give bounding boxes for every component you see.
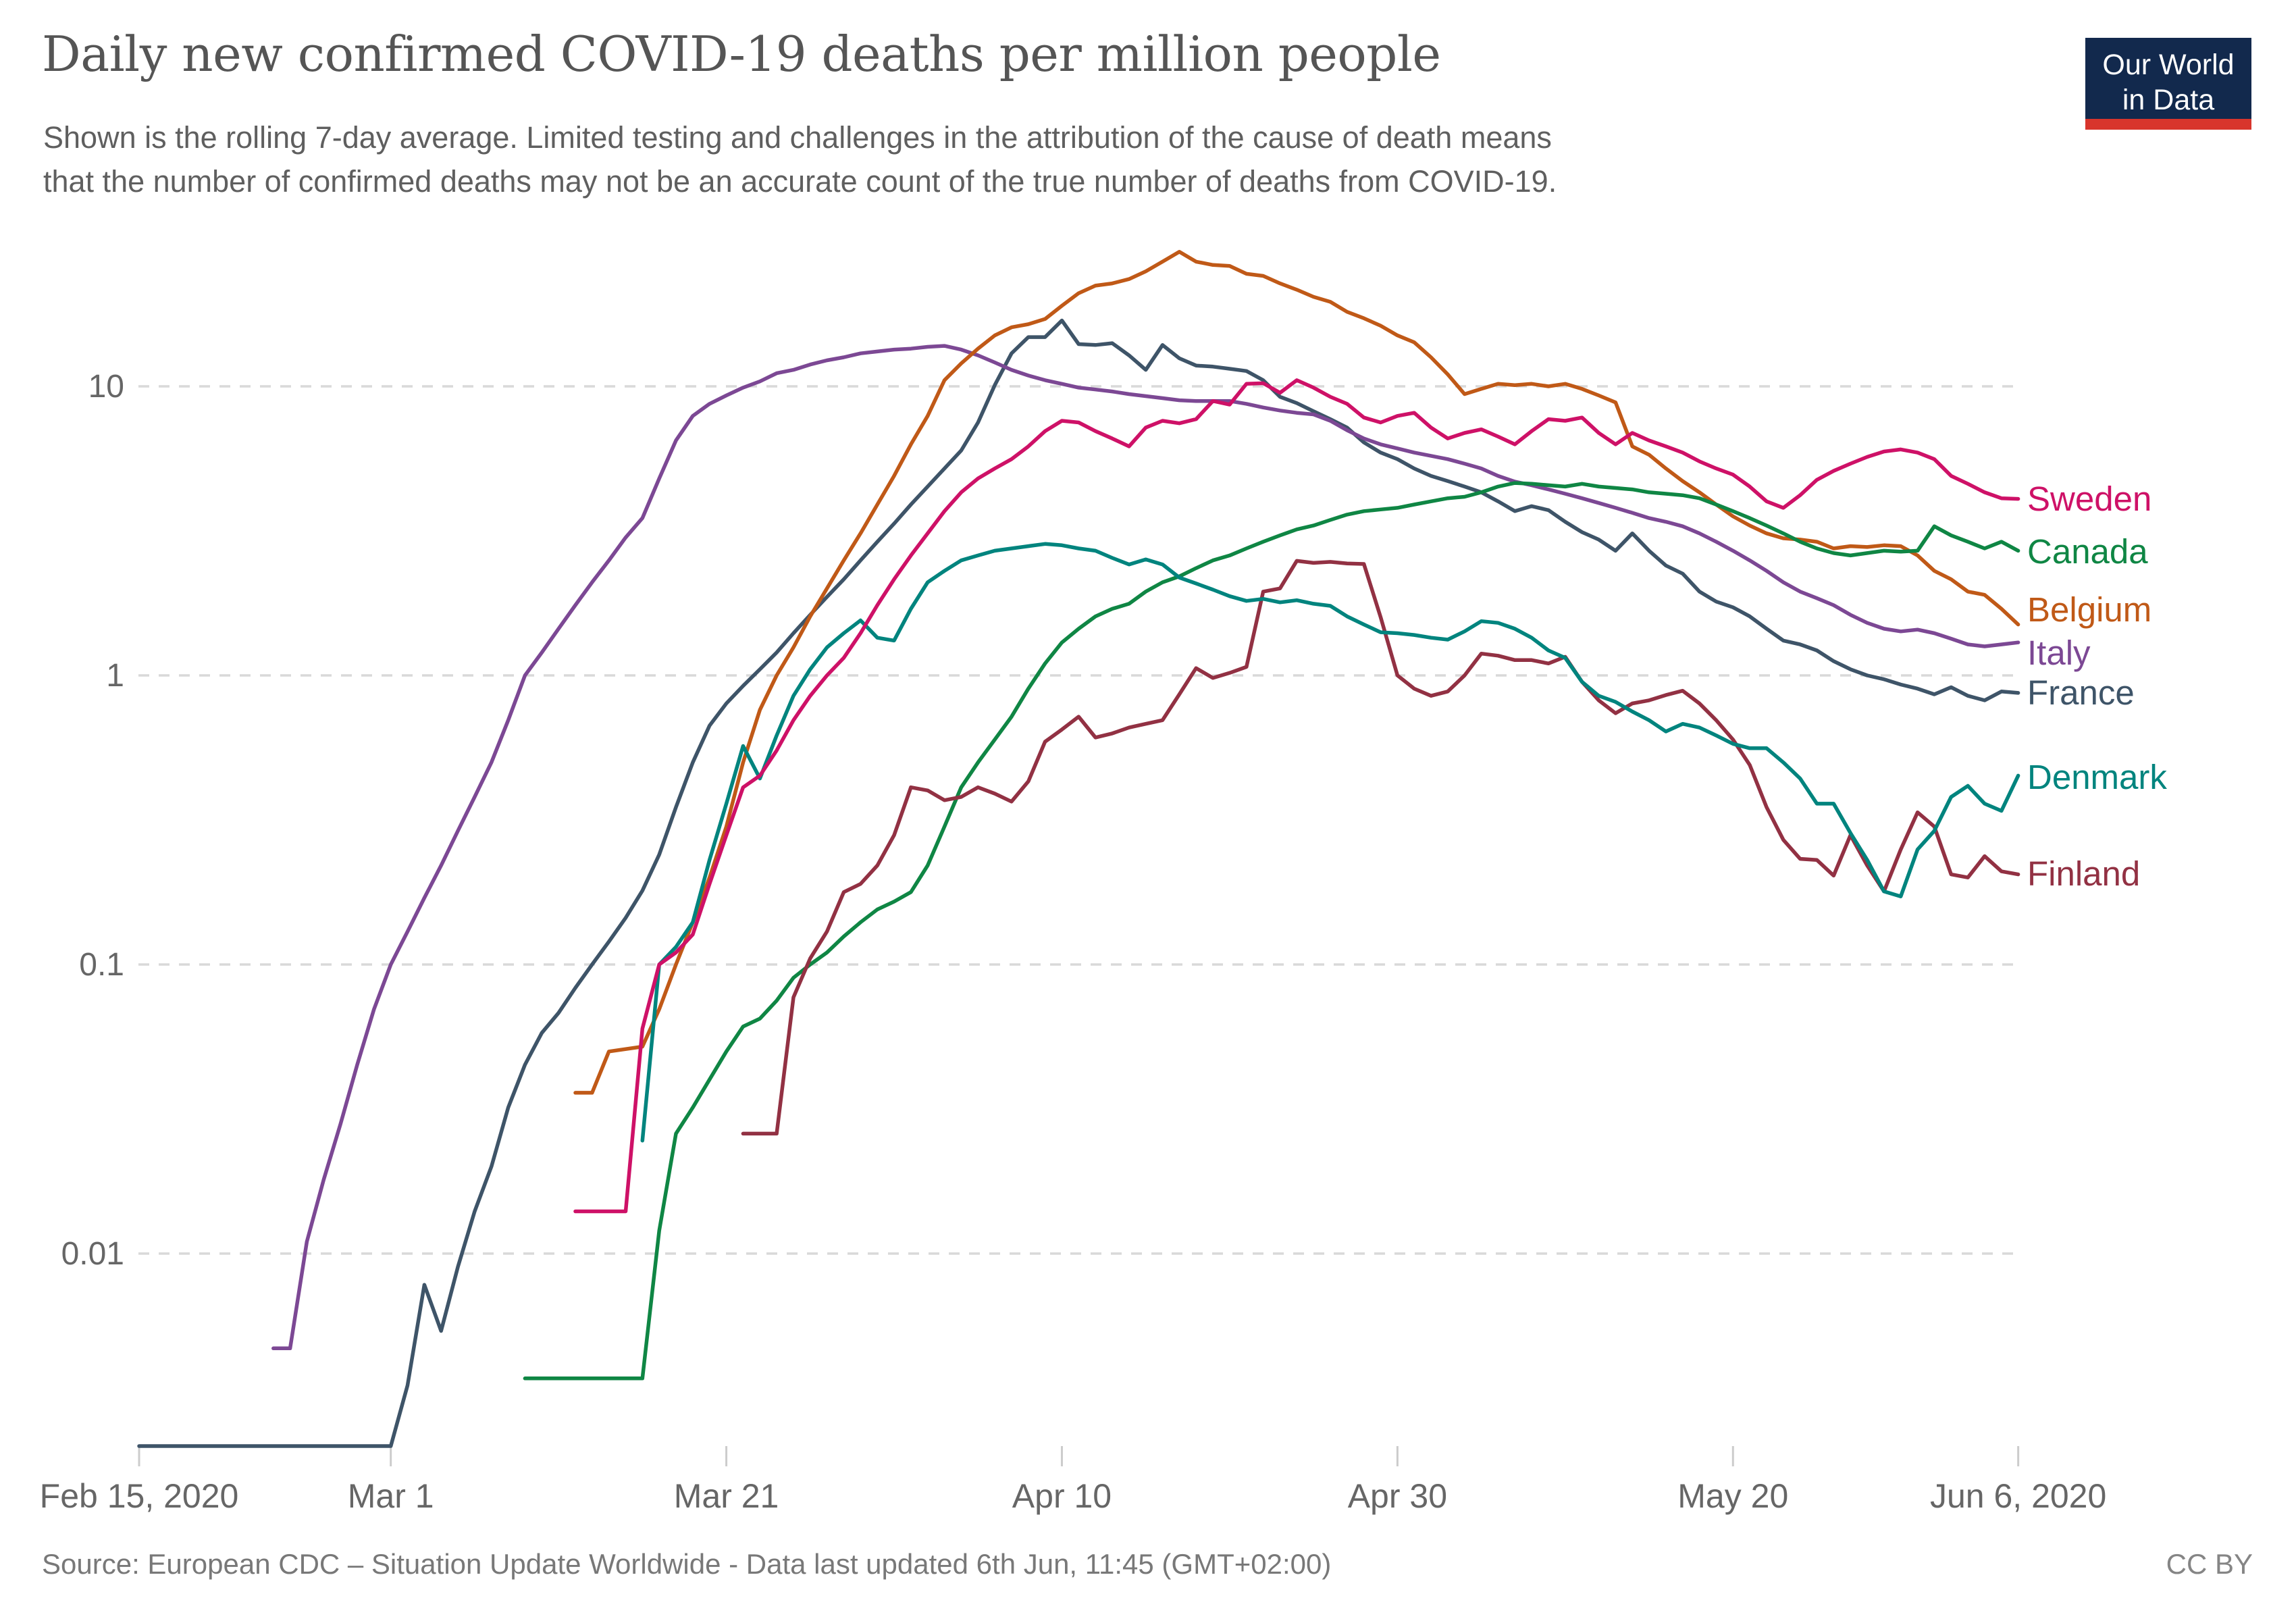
owid-logo-line1: Our World	[2102, 49, 2235, 81]
x-axis-label-May 20: May 20	[1677, 1477, 1788, 1515]
series-line-france	[137, 318, 2020, 1448]
x-axis-label-Mar 1: Mar 1	[348, 1477, 434, 1515]
owid-logo[interactable]: Our World in Data	[2085, 38, 2251, 130]
x-axis-label-Apr 30: Apr 30	[1348, 1477, 1447, 1515]
y-axis-label-0.1: 0.1	[79, 947, 124, 983]
source-note: Source: European CDC – Situation Update …	[42, 1548, 1332, 1580]
x-axis-label-Apr 10: Apr 10	[1012, 1477, 1112, 1515]
series-line-denmark	[640, 542, 2020, 1143]
y-axis-label-1: 1	[106, 658, 124, 694]
license-link[interactable]: CC BY	[2166, 1548, 2253, 1580]
legend-label-denmark[interactable]: Denmark	[2027, 758, 2167, 796]
page-title: Daily new confirmed COVID-19 deaths per …	[42, 26, 1441, 82]
y-axis-label-0.01: 0.01	[61, 1236, 124, 1272]
series-line-sweden	[573, 378, 2020, 1214]
chart-subtitle-line1: Shown is the rolling 7-day average. Limi…	[43, 120, 1552, 155]
x-axis-label-Jun 6, 2020: Jun 6, 2020	[1930, 1477, 2106, 1515]
x-axis-label-Feb 15, 2020: Feb 15, 2020	[40, 1477, 239, 1515]
series-line-finland	[741, 559, 2020, 1136]
series-line-canada	[523, 481, 2020, 1381]
owid-logo-text: Our World in Data	[2085, 47, 2251, 118]
legend-label-italy[interactable]: Italy	[2027, 634, 2091, 672]
legend-label-finland[interactable]: Finland	[2027, 854, 2140, 893]
legend-label-sweden[interactable]: Sweden	[2027, 480, 2151, 518]
y-axis-label-10: 10	[88, 369, 124, 405]
legend-label-belgium[interactable]: Belgium	[2027, 590, 2151, 629]
chart-subtitle-line2: that the number of confirmed deaths may …	[43, 164, 1557, 199]
series-line-belgium	[573, 250, 2020, 1095]
owid-logo-line2: in Data	[2122, 84, 2215, 116]
x-axis-label-Mar 21: Mar 21	[674, 1477, 779, 1515]
series-line-italy	[271, 344, 2020, 1351]
legend-label-canada[interactable]: Canada	[2027, 532, 2148, 571]
owid-logo-accent-bar	[2085, 119, 2251, 130]
legend-label-france[interactable]: France	[2027, 673, 2135, 712]
